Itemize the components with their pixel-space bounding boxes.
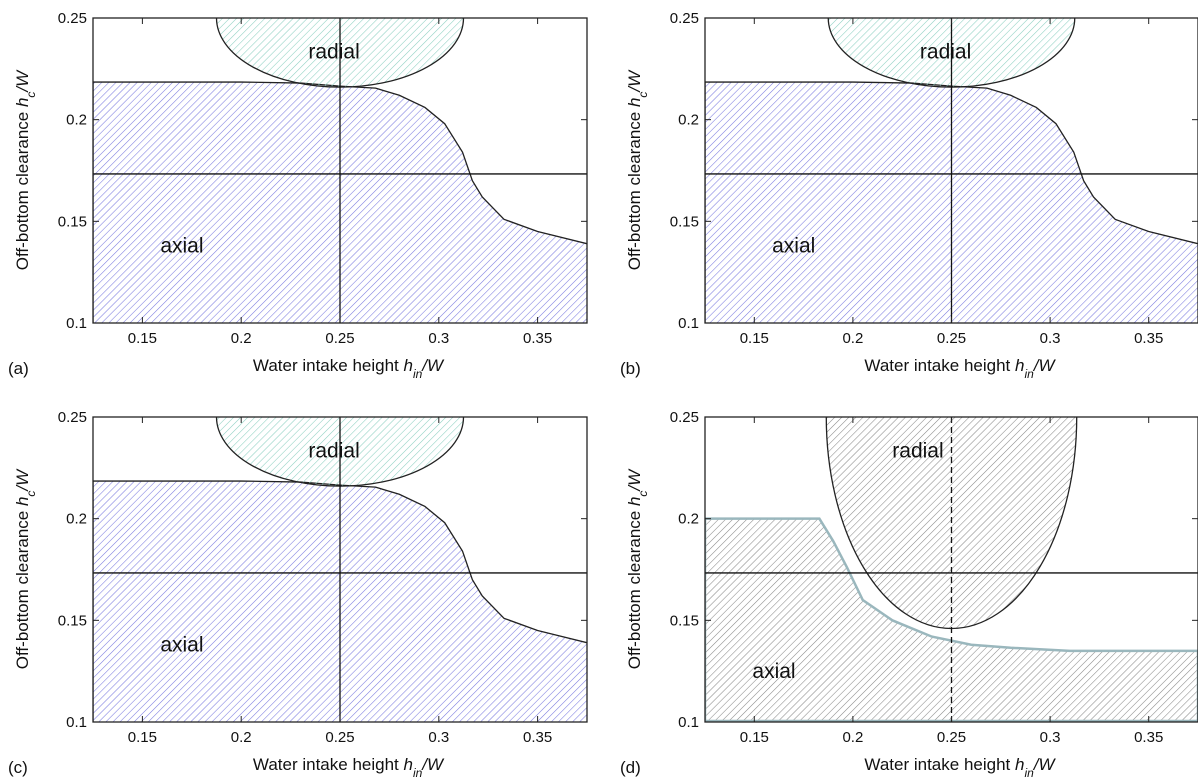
x-tick-label: 0.2 (842, 330, 863, 347)
x-tick-label: 0.2 (231, 729, 252, 746)
y-axis-ticks: 0.1 0.15 0.2 0.25 (670, 409, 1198, 731)
axial-region-label: axial (160, 235, 203, 258)
panel-label: (b) (620, 359, 641, 378)
y-tick-label: 0.1 (678, 714, 699, 731)
x-tick-label: 0.35 (1134, 729, 1163, 746)
axial-region (705, 518, 1198, 722)
x-tick-label: 0.15 (128, 330, 157, 347)
reference-lines (93, 417, 587, 722)
axial-region-label: axial (160, 634, 203, 657)
y-axis-title: Off-bottom clearance hc/W (625, 69, 650, 270)
axial-region-label: axial (772, 235, 815, 258)
x-axis-title: Water intake height hin/W (864, 755, 1056, 778)
y-tick-label: 0.1 (66, 714, 87, 731)
radial-region-label: radial (308, 440, 359, 463)
x-axis-ticks: 0.15 0.2 0.25 0.3 0.35 (740, 417, 1163, 746)
radial-region-label: radial (308, 41, 359, 64)
y-tick-label: 0.15 (58, 213, 87, 230)
axial-region-label: axial (752, 660, 795, 683)
panel-label: (a) (8, 359, 29, 378)
x-axis-ticks: 0.15 0.2 0.25 0.3 0.35 (740, 18, 1163, 347)
y-axis-title: Off-bottom clearance hc/W (625, 468, 650, 669)
x-tick-label: 0.2 (231, 330, 252, 347)
y-axis-ticks: 0.1 0.15 0.2 0.25 (58, 409, 587, 731)
panel-label: (d) (620, 758, 641, 777)
y-tick-label: 0.2 (66, 112, 87, 129)
x-tick-label: 0.35 (523, 330, 552, 347)
x-tick-label: 0.3 (1040, 330, 1061, 347)
y-tick-label: 0.2 (678, 112, 699, 129)
panel-a: 0.15 0.2 0.25 0.3 0.35 0.10.150.20.25 axial … (8, 10, 588, 381)
y-axis-title: Off-bottom clearance hc/W (13, 69, 38, 270)
x-tick-label: 0.2 (842, 729, 863, 746)
panel-label: (c) (8, 758, 28, 777)
x-tick-label: 0.35 (523, 729, 552, 746)
y-tick-label: 0.15 (670, 612, 699, 629)
radial-region-label: radial (920, 41, 971, 64)
x-tick-label: 0.15 (740, 330, 769, 347)
axial-boundary (705, 81, 1198, 245)
panel-b: 0.15 0.2 0.25 0.3 0.35 0.10.150.20.25 axial … (620, 10, 1198, 381)
x-tick-label: 0.15 (740, 729, 769, 746)
axial-boundary (93, 480, 587, 644)
x-axis-ticks: 0.15 0.2 0.25 0.3 0.35 (128, 417, 552, 746)
x-tick-label: 0.15 (128, 729, 157, 746)
y-tick-label: 0.1 (678, 315, 699, 332)
y-tick-label: 0.25 (58, 409, 87, 426)
x-axis-title: Water intake height hin/W (253, 356, 445, 381)
x-tick-label: 0.3 (428, 330, 449, 347)
y-tick-label: 0.25 (670, 409, 699, 426)
reference-lines (705, 18, 1198, 323)
x-tick-label: 0.25 (937, 729, 966, 746)
x-tick-label: 0.3 (428, 729, 449, 746)
x-axis-title: Water intake height hin/W (253, 755, 445, 778)
y-tick-label: 0.25 (670, 10, 699, 27)
x-axis-ticks: 0.15 0.2 0.25 0.3 0.35 (128, 18, 552, 347)
y-tick-label: 0.2 (66, 511, 87, 528)
y-tick-label: 0.1 (66, 315, 87, 332)
radial-region-label: radial (892, 440, 943, 463)
panel-c: 0.15 0.2 0.25 0.3 0.35 0.10.150.20.25 axial … (8, 409, 588, 778)
y-tick-label: 0.25 (58, 10, 87, 27)
y-axis-ticks: 0.1 0.15 0.2 0.25 (670, 10, 1198, 332)
x-tick-label: 0.3 (1040, 729, 1061, 746)
axial-boundary (705, 517, 1198, 722)
y-axis-title: Off-bottom clearance hc/W (13, 468, 38, 669)
x-axis-title: Water intake height hin/W (864, 356, 1056, 381)
y-axis-ticks: 0.1 0.15 0.2 0.25 (58, 10, 587, 332)
x-tick-label: 0.25 (937, 330, 966, 347)
reference-lines (93, 18, 587, 323)
x-tick-label: 0.25 (325, 729, 354, 746)
y-tick-label: 0.15 (58, 612, 87, 629)
x-tick-label: 0.25 (325, 330, 354, 347)
y-tick-label: 0.2 (678, 511, 699, 528)
reference-lines (705, 417, 1198, 722)
axial-boundary (93, 81, 587, 245)
panel-d: 0.15 0.2 0.25 0.3 0.35 0.10.150.20.25 axial … (620, 409, 1198, 778)
y-tick-label: 0.15 (670, 213, 699, 230)
x-tick-label: 0.35 (1134, 330, 1163, 347)
